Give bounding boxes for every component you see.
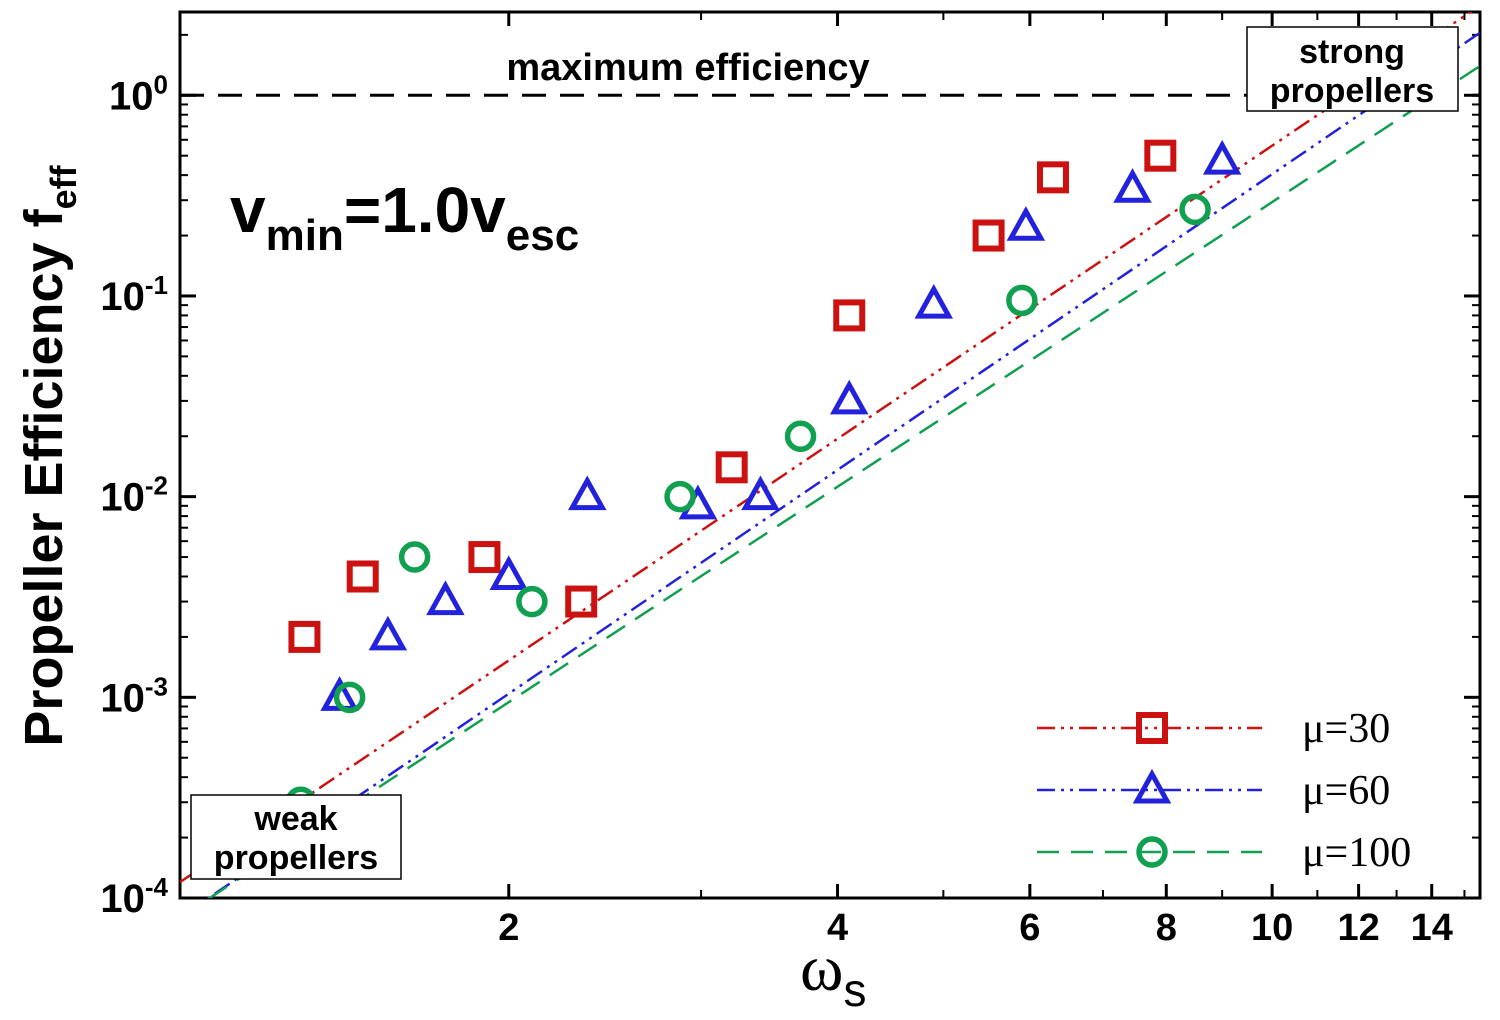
y-tick-label: 10-1	[100, 270, 168, 319]
y-tick-label-base: 10	[100, 877, 145, 921]
data-point-square	[972, 219, 1005, 252]
legend-marker-triangle	[1132, 768, 1172, 804]
legend-marker-square	[1136, 712, 1168, 744]
data-point-triangle	[368, 615, 408, 651]
fit-line-square	[180, 12, 1473, 884]
weak-propellers-line2: propellers	[214, 839, 378, 877]
x-axis-label: ωs	[800, 932, 866, 1016]
data-point-triangle	[426, 580, 465, 616]
data-point-triangle	[1006, 206, 1046, 241]
data-point-square	[833, 299, 866, 332]
data-point-triangle	[829, 379, 869, 415]
y-tick-label-exponent: -4	[145, 872, 169, 902]
data-point-circle	[333, 681, 366, 714]
data-point-square	[1144, 139, 1177, 172]
y-tick-label: 10-3	[100, 671, 168, 720]
data-point-circle	[516, 585, 548, 618]
data-point-square	[288, 620, 321, 653]
data-point-triangle	[1113, 168, 1152, 203]
x-tick-label: 4	[827, 907, 848, 949]
data-point-triangle	[678, 484, 718, 520]
chart-title: vmin=1.0vesc	[230, 174, 579, 260]
data-point-square	[715, 451, 748, 484]
y-tick-label-base: 10	[109, 74, 154, 118]
y-tick-label: 10-2	[100, 471, 168, 520]
data-point-circle	[1006, 284, 1038, 317]
y-axis-label-main: Propeller Efficiency f	[14, 208, 74, 746]
data-point-circle	[784, 420, 817, 452]
data-point-triangle	[489, 555, 529, 590]
strong-propellers-annotation: strong propellers	[1246, 26, 1459, 112]
fit-line-triangle	[206, 31, 1480, 898]
y-tick-label-exponent: -3	[145, 671, 168, 701]
x-tick-label: 12	[1337, 907, 1379, 949]
title-mid: =1.0v	[344, 174, 506, 246]
x-axis-label-main: ω	[800, 932, 843, 1005]
strong-propellers-box	[1246, 26, 1459, 112]
y-tick-label: 100	[109, 69, 168, 118]
weak-propellers-annotation: weak propellers	[190, 794, 402, 880]
y-tick-label: 10-4	[100, 872, 168, 921]
data-point-triangle	[914, 283, 954, 319]
y-tick-label-exponent: -1	[145, 270, 168, 300]
y-axis-label-sub: eff	[43, 164, 84, 209]
strong-propellers-line2: propellers	[1270, 72, 1434, 110]
legend-label-square: μ=30	[1302, 706, 1390, 752]
x-tick-label: 14	[1411, 907, 1453, 949]
fit-line-circle	[207, 64, 1480, 898]
strong-propellers-line1: strong	[1299, 33, 1405, 71]
y-tick-label-base: 10	[100, 275, 145, 319]
data-point-square	[565, 585, 598, 618]
legend-label-triangle: μ=60	[1302, 768, 1390, 814]
legend-marker-circle	[1136, 836, 1168, 868]
title-main: v	[230, 174, 266, 246]
x-tick-label: 6	[1019, 907, 1040, 949]
legend-label-circle: μ=100	[1302, 830, 1411, 876]
x-tick-label: 2	[498, 907, 519, 949]
data-point-triangle	[568, 475, 607, 511]
weak-propellers-line1: weak	[253, 800, 337, 838]
weak-propellers-box	[190, 794, 402, 880]
y-axis-label: Propeller Efficiency feff	[14, 164, 84, 746]
y-tick-label-base: 10	[100, 476, 145, 520]
fit-lines	[180, 12, 1480, 898]
data-point-square	[346, 560, 379, 593]
y-tick-label-base: 10	[100, 676, 145, 720]
data-point-square	[1036, 161, 1069, 194]
title-sub2: esc	[506, 211, 579, 260]
x-axis-label-sub: s	[843, 964, 866, 1016]
x-tick-label: 10	[1251, 907, 1293, 949]
legend: μ=30 μ=60 μ=100	[1037, 706, 1411, 876]
y-tick-label-exponent: 0	[154, 69, 168, 99]
data-point-triangle	[741, 475, 780, 511]
data-point-circle	[664, 480, 696, 513]
plot-frame	[178, 10, 1482, 900]
data-point-square	[468, 541, 501, 574]
reference-line-label: maximum efficiency	[506, 47, 869, 89]
data-points	[285, 139, 1242, 819]
data-point-circle	[398, 541, 431, 573]
data-point-circle	[1179, 193, 1211, 226]
data-point-triangle	[1202, 139, 1242, 175]
title-sub1: min	[266, 211, 344, 260]
y-tick-label-exponent: -2	[145, 471, 168, 501]
x-tick-label: 8	[1156, 907, 1177, 949]
